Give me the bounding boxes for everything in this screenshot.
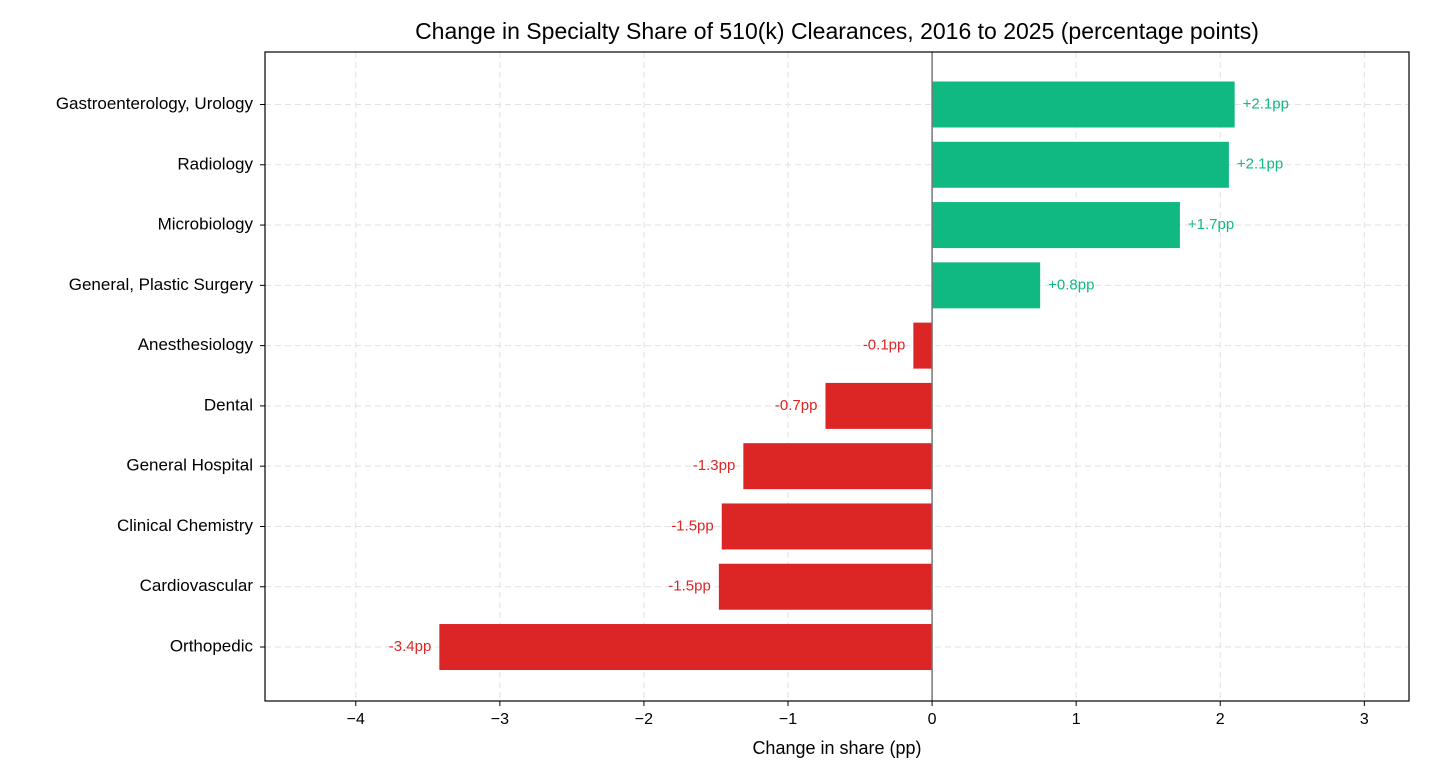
value-label: -1.5pp xyxy=(668,578,711,595)
y-tick-label: Cardiovascular xyxy=(140,576,254,595)
y-tick-label: Clinical Chemistry xyxy=(117,516,254,535)
x-tick-label: −1 xyxy=(779,711,797,728)
x-tick-label: −4 xyxy=(347,711,365,728)
value-label: -0.7pp xyxy=(775,397,818,414)
value-label: +1.7pp xyxy=(1188,216,1234,233)
x-axis-label: Change in share (pp) xyxy=(752,738,921,758)
bar xyxy=(743,443,933,490)
bar xyxy=(932,81,1235,128)
x-tick-label: −3 xyxy=(491,711,509,728)
bar xyxy=(932,202,1180,249)
bar xyxy=(439,624,933,671)
chart-title: Change in Specialty Share of 510(k) Clea… xyxy=(415,18,1259,44)
x-tick-label: 2 xyxy=(1216,711,1225,728)
y-tick-label: General, Plastic Surgery xyxy=(69,275,254,294)
value-label: -0.1pp xyxy=(863,337,906,354)
value-label: -1.3pp xyxy=(693,457,736,474)
x-tick-label: 1 xyxy=(1072,711,1081,728)
value-label: +0.8pp xyxy=(1048,276,1094,293)
x-tick-label: 0 xyxy=(928,711,937,728)
value-label: -1.5pp xyxy=(671,517,714,534)
y-tick-label: General Hospital xyxy=(126,456,253,475)
y-tick-label: Microbiology xyxy=(158,215,254,234)
value-label: +2.1pp xyxy=(1237,156,1283,173)
bar xyxy=(932,262,1041,309)
value-label: -3.4pp xyxy=(389,638,432,655)
bar xyxy=(721,503,933,550)
y-tick-label: Anesthesiology xyxy=(138,335,254,354)
bar xyxy=(932,141,1229,188)
bar xyxy=(825,382,933,429)
bar xyxy=(913,322,933,369)
value-label: +2.1pp xyxy=(1243,95,1289,112)
y-tick-label: Radiology xyxy=(177,154,253,173)
x-tick-label: 3 xyxy=(1360,711,1369,728)
bar xyxy=(718,563,933,610)
plot-frame xyxy=(264,51,1410,702)
y-tick-label: Orthopedic xyxy=(170,637,254,656)
x-tick-label: −2 xyxy=(635,711,653,728)
y-tick-label: Gastroenterology, Urology xyxy=(56,94,254,113)
y-tick-label: Dental xyxy=(204,395,253,414)
